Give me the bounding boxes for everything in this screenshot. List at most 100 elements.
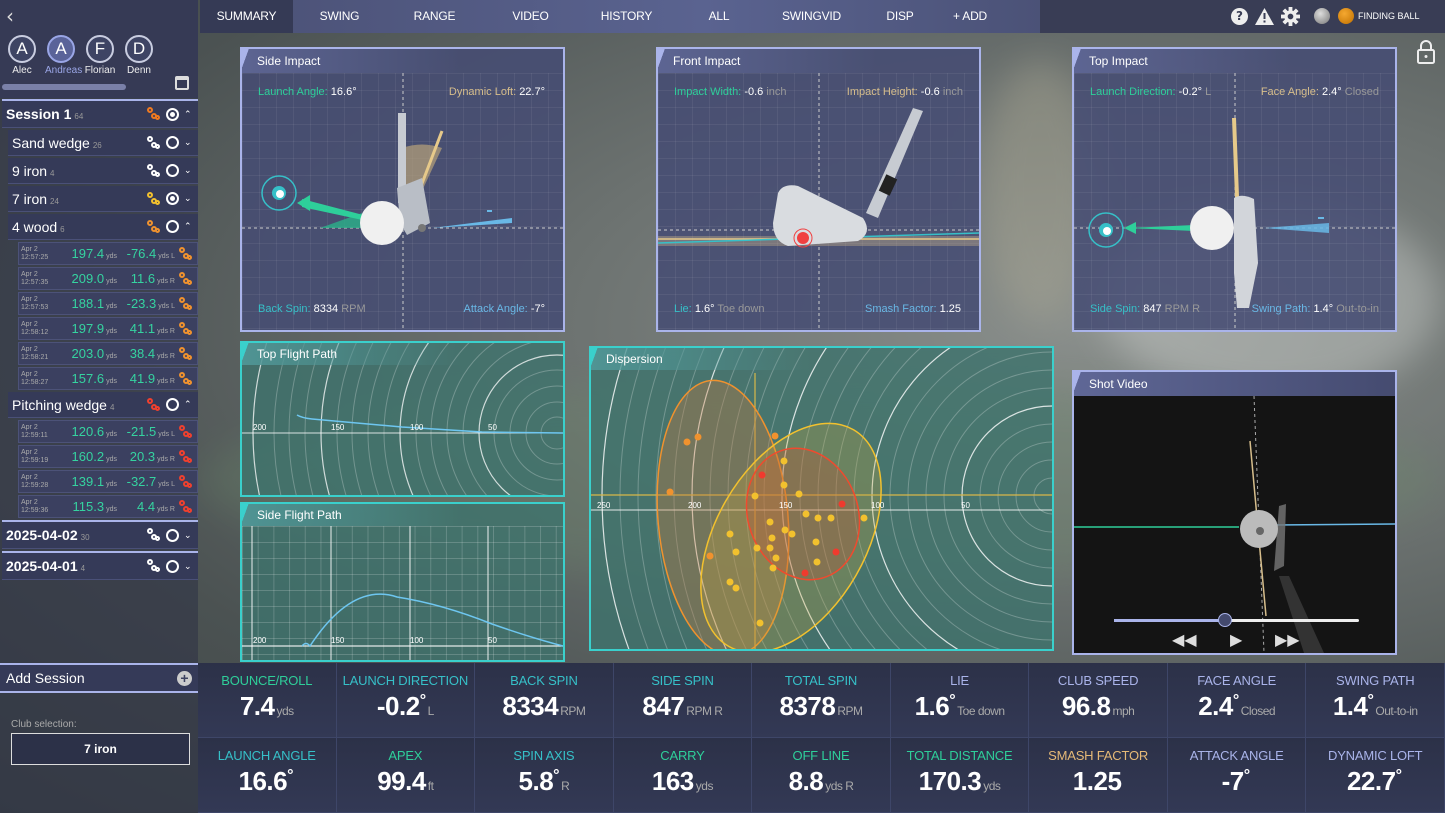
user-alec[interactable]: A Alec [6, 35, 38, 76]
tab-summary[interactable]: SUMMARY [200, 0, 293, 33]
lock-icon[interactable] [1416, 40, 1436, 64]
video-scrubber[interactable] [1114, 613, 1359, 627]
shot-row[interactable]: Apr 2 12:58:12 197.9 yds 41.1 yds R [18, 317, 198, 340]
tab-history[interactable]: HISTORY [600, 9, 653, 23]
shots-icon[interactable] [147, 107, 161, 121]
stat-side-spin: SIDE SPIN 847 RPM R [613, 663, 753, 738]
chevron-up-icon[interactable]: ⌃ [184, 221, 192, 231]
shots-icon[interactable] [179, 272, 193, 286]
tick-label: 100 [871, 501, 885, 510]
shots-icon[interactable] [179, 500, 193, 514]
club-row[interactable]: 4 wood 6 ⌃ [8, 214, 198, 240]
session-row[interactable]: Session 1 64 ⌃ [2, 99, 198, 128]
side-flight-chart [242, 526, 563, 660]
stat-back-spin: BACK SPIN 8334 RPM [475, 663, 614, 738]
top-flight-path-panel: Top Flight Path 200 150 100 50 [240, 341, 565, 497]
select-radio[interactable] [166, 107, 179, 121]
shot-row[interactable]: Apr 2 12:57:53 188.1 yds -23.3 yds L [18, 292, 198, 315]
tab-add[interactable]: + ADD [952, 9, 988, 23]
shot-row[interactable]: Apr 2 12:57:35 209.0 yds 11.6 yds R [18, 267, 198, 290]
tab-swingvid[interactable]: SWINGVID [781, 9, 842, 23]
shots-icon[interactable] [179, 372, 193, 386]
tab-all[interactable]: ALL [708, 9, 730, 23]
session-row[interactable]: 2025-04-01 4 ⌄ [2, 551, 198, 580]
tick-label: 200 [253, 423, 267, 432]
chevron-down-icon[interactable]: ⌄ [184, 193, 192, 203]
tick-label: 200 [253, 636, 267, 645]
session-row[interactable]: 2025-04-02 30 ⌄ [2, 520, 198, 549]
user-florian[interactable]: F Florian [84, 35, 116, 76]
select-radio[interactable] [166, 220, 179, 233]
shots-icon[interactable] [147, 135, 161, 150]
shots-icon[interactable] [179, 322, 193, 336]
tick-label: 250 [597, 501, 611, 510]
shots-icon[interactable] [179, 475, 193, 489]
archive-icon[interactable] [175, 76, 189, 90]
chevron-down-icon[interactable]: ⌄ [184, 560, 192, 571]
chevron-up-icon[interactable]: ⌃ [184, 399, 192, 409]
shots-icon[interactable] [147, 559, 161, 573]
club-row[interactable]: 9 iron 4 ⌄ [8, 158, 198, 184]
select-radio[interactable] [166, 398, 179, 411]
shot-row[interactable]: Apr 2 12:59:28 139.1 yds -32.7 yds L [18, 470, 198, 493]
side-impact-panel: Side Impact Launch Angle: 16.6° Dynamic … [240, 47, 565, 332]
plus-circle-icon[interactable]: + [177, 671, 192, 686]
tab-range[interactable]: RANGE [413, 9, 456, 23]
shot-row[interactable]: Apr 2 12:59:11 120.6 yds -21.5 yds L [18, 420, 198, 443]
shot-row[interactable]: Apr 2 12:57:25 197.4 yds -76.4 yds L [18, 242, 198, 265]
select-radio[interactable] [166, 192, 179, 205]
play-icon[interactable]: ▶ [1230, 630, 1243, 649]
user-list: A Alec A Andreas F Florian D Denn [6, 35, 166, 76]
tab-disp[interactable]: DISP [886, 9, 914, 23]
shots-icon[interactable] [179, 297, 193, 311]
add-session-button[interactable]: Add Session + [0, 663, 198, 693]
face-angle-readout: Face Angle: 2.4° Closed [1260, 86, 1379, 98]
tick-label: 150 [779, 501, 793, 510]
shots-icon[interactable] [179, 347, 193, 361]
select-radio[interactable] [166, 136, 179, 149]
stat-launch-angle: LAUNCH ANGLE 16.6° [198, 738, 337, 813]
stat-apex: APEX 99.4 ft [336, 738, 476, 813]
club-row[interactable]: 7 iron 24 ⌄ [8, 186, 198, 212]
tab-video[interactable]: VIDEO [512, 9, 549, 23]
panel-title: Shot Video [1074, 372, 1395, 396]
club-row[interactable]: Sand wedge 26 ⌄ [8, 130, 198, 156]
warning-icon[interactable] [1255, 8, 1274, 25]
user-denn[interactable]: D Denn [123, 35, 155, 76]
dispersion-panel: Dispersion 250 200 150 100 50 [589, 346, 1054, 651]
shots-icon[interactable] [147, 219, 161, 234]
chevron-down-icon[interactable]: ⌄ [184, 137, 192, 147]
back-button[interactable]: ‹ [6, 4, 14, 28]
shots-icon[interactable] [147, 191, 161, 206]
club-selection-dropdown[interactable]: 7 iron [11, 733, 190, 765]
shots-icon[interactable] [179, 450, 193, 464]
select-radio[interactable] [166, 528, 179, 542]
stats-grid: BOUNCE/ROLL 7.4 yds LAUNCH DIRECTION -0.2°L B… [198, 663, 1445, 813]
shots-icon[interactable] [147, 163, 161, 178]
shot-row[interactable]: Apr 2 12:59:36 115.3 yds 4.4 yds R [18, 495, 198, 518]
shot-row[interactable]: Apr 2 12:59:19 160.2 yds 20.3 yds R [18, 445, 198, 468]
shots-icon[interactable] [179, 425, 193, 439]
chevron-down-icon[interactable]: ⌄ [184, 529, 192, 540]
chevron-up-icon[interactable]: ⌃ [184, 108, 192, 119]
shots-icon[interactable] [147, 528, 161, 542]
select-radio[interactable] [166, 559, 179, 573]
shot-row[interactable]: Apr 2 12:58:21 203.0 yds 38.4 yds R [18, 342, 198, 365]
sidebar: ‹ A Alec A Andreas F Florian D Denn Session 1 64… [0, 0, 198, 813]
club-row[interactable]: Pitching wedge 4 ⌃ [8, 392, 198, 418]
help-icon[interactable]: ? [1231, 8, 1248, 25]
user-andreas[interactable]: A Andreas [45, 35, 82, 76]
tab-swing[interactable]: SWING [319, 9, 360, 23]
shot-row[interactable]: Apr 2 12:58:27 157.6 yds 41.9 yds R [18, 367, 198, 390]
gear-icon[interactable] [1281, 7, 1300, 26]
shots-icon[interactable] [179, 247, 193, 261]
fast-forward-icon[interactable]: ▶▶ [1275, 630, 1300, 649]
tick-label: 50 [488, 636, 497, 645]
shots-icon[interactable] [147, 397, 161, 412]
user-scrollbar[interactable] [2, 84, 126, 90]
stat-spin-axis: SPIN AXIS 5.8°R [475, 738, 614, 813]
rewind-icon[interactable]: ◀◀ [1172, 630, 1197, 649]
select-radio[interactable] [166, 164, 179, 177]
chevron-down-icon[interactable]: ⌄ [184, 165, 192, 175]
gamepad-icon[interactable] [1314, 8, 1330, 24]
